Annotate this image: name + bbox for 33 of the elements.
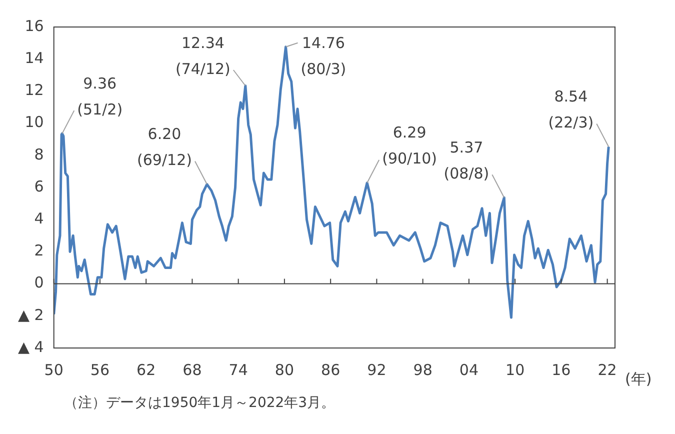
x-tick-label: 98	[413, 360, 432, 379]
y-tick-label: 2	[34, 242, 44, 260]
y-tick-label: ▲ 4	[18, 338, 44, 356]
text: （注）データは1950年1月～2022年3月。	[64, 394, 336, 412]
annotation: 12.34 (74/12)	[175, 34, 230, 78]
x-tick-label: 86	[321, 360, 340, 379]
annotation: 14.76 (80/3)	[300, 34, 346, 78]
y-tick-label: 16	[24, 16, 44, 35]
annotation: 6.20 (69/12)	[137, 125, 192, 170]
y-tick-label: 14	[24, 48, 44, 67]
annotation: 6.29 (90/10)	[382, 124, 438, 168]
annotation: 5.37 (08/8)	[444, 138, 490, 182]
x-tick-label: 68	[182, 360, 202, 379]
x-axis-title: (年)	[625, 370, 652, 388]
y-tick-label: 10	[24, 113, 44, 132]
x-tick-label: 50	[44, 360, 64, 379]
annotation: 9.36 (51/2)	[77, 74, 123, 118]
x-tick-label: 80	[274, 360, 294, 379]
x-tick-label: 74	[228, 360, 248, 379]
y-tick-label: 6	[34, 177, 44, 196]
x-tick-label: 22	[598, 360, 617, 379]
y-tick-label: 4	[34, 209, 44, 228]
x-tick-label: 16	[552, 360, 571, 379]
y-tick-label: 12	[24, 81, 44, 100]
x-tick-label: 04	[459, 360, 478, 379]
y-tick-label: ▲ 2	[18, 306, 44, 324]
x-tick-label: 62	[136, 360, 156, 379]
x-tick-label: 10	[506, 360, 525, 379]
annotation: 8.54 (22/3)	[548, 88, 594, 132]
x-tick-label: 56	[90, 360, 110, 379]
y-tick-label: 8	[34, 145, 44, 164]
x-tick-label: 92	[367, 360, 386, 379]
y-tick-label: 0	[34, 274, 44, 292]
